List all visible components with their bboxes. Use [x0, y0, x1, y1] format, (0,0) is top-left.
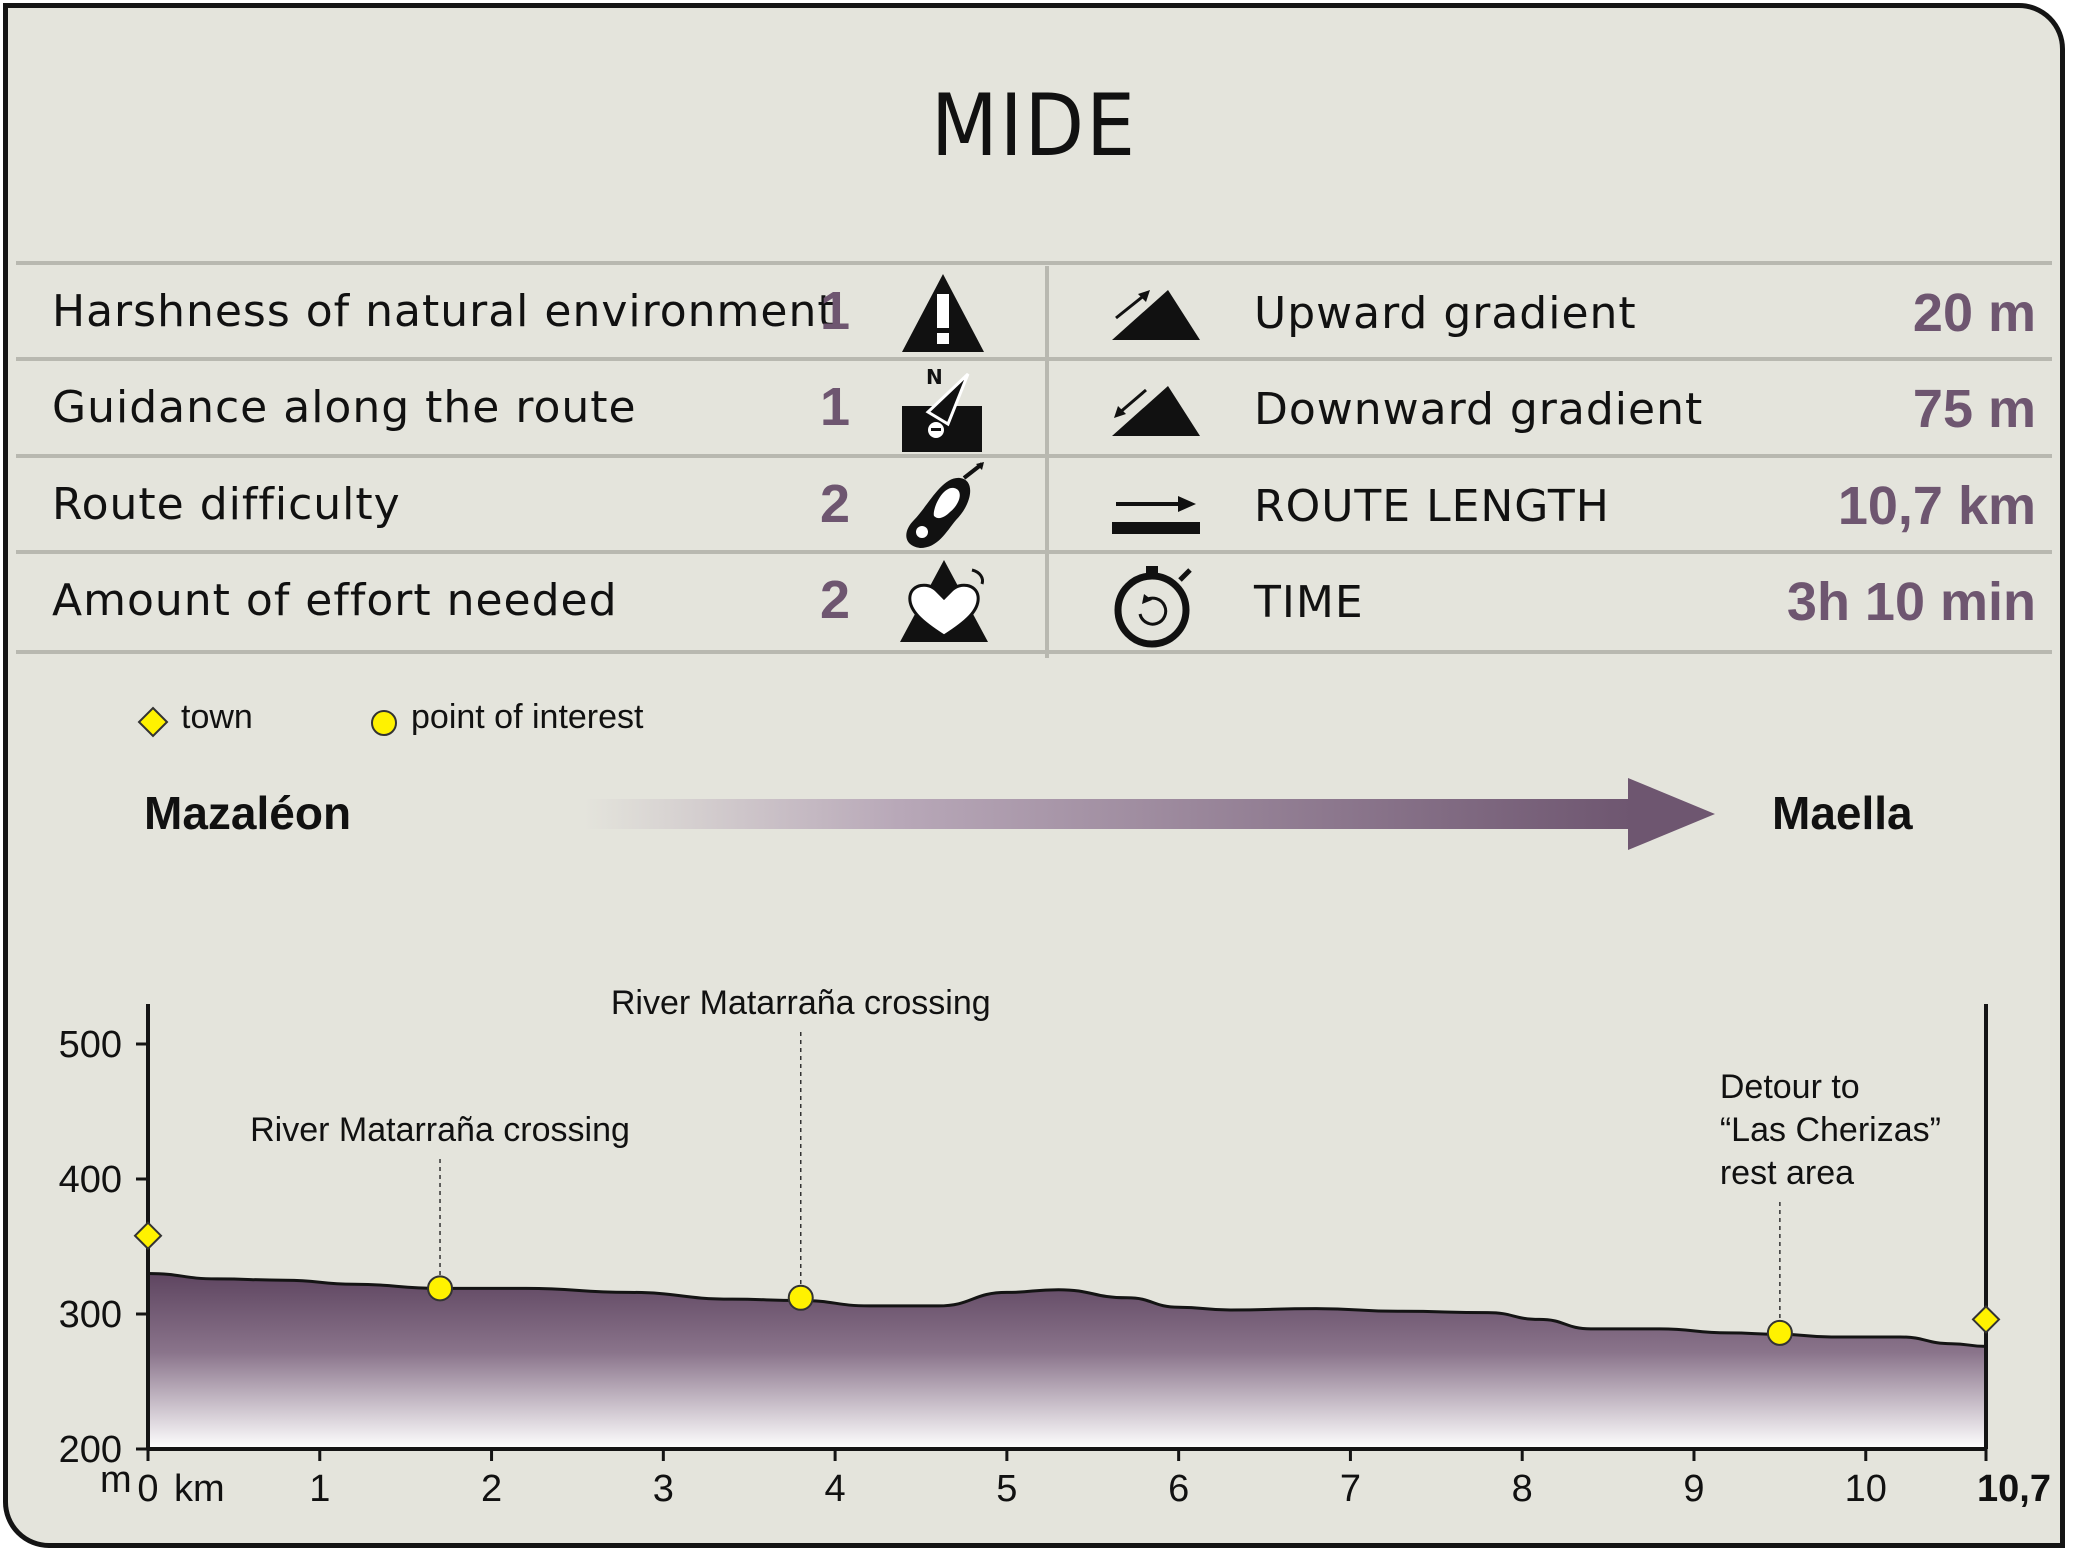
mide-value-harshness: 1 [820, 281, 851, 341]
y-tick-label: 300 [59, 1294, 122, 1336]
x-tick-label: 10 [1845, 1468, 1887, 1510]
stopwatch-icon [1114, 566, 1192, 648]
y-tick-label: 500 [59, 1024, 122, 1066]
mide-label-guidance: Guidance along the route [52, 382, 637, 433]
stat-label-length: ROUTE LENGTH [1254, 481, 1610, 532]
stat-value-upward: 20 m [1912, 283, 2036, 343]
x-tick-label: 5 [996, 1468, 1017, 1510]
elevation-area [148, 1273, 1986, 1449]
mide-value-guidance: 1 [820, 377, 851, 437]
stat-label-time: TIME [1254, 577, 1364, 628]
footprint-icon [906, 462, 984, 548]
upward-gradient-icon [1112, 290, 1200, 340]
stat-value-length: 10,7 km [1837, 476, 2036, 536]
divider [1045, 266, 1049, 658]
x-tick-label: 8 [1512, 1468, 1533, 1510]
stat-value-downward: 75 m [1912, 379, 2036, 439]
downward-gradient-icon [1112, 386, 1200, 436]
route-length-icon [1112, 496, 1200, 534]
y-tick-label: 200 [59, 1429, 122, 1471]
poi-marker [1766, 1319, 1793, 1346]
stat-label-upward: Upward gradient [1254, 288, 1637, 339]
x-tick-label: 9 [1683, 1468, 1704, 1510]
x-tick-label: 2 [481, 1468, 502, 1510]
poi-marker [787, 1284, 814, 1311]
divider [16, 357, 2052, 361]
page-title: MIDE [930, 76, 1138, 176]
poi-legend-icon [371, 710, 397, 736]
stat-label-downward: Downward gradient [1254, 384, 1704, 435]
mide-value-effort: 2 [820, 570, 851, 630]
mide-value-difficulty: 2 [820, 474, 851, 534]
mide-label-harshness: Harshness of natural environment [52, 286, 836, 337]
x-tick-label: 7 [1340, 1468, 1361, 1510]
elevation-profile-chart: 200 300 400 500 m 0 1 2 3 4 5 6 7 8 9 10 10,7 km River Mat… [59, 984, 2051, 1510]
y-axis-unit: m [100, 1459, 132, 1501]
x-tick-label: 10,7 [1977, 1468, 2051, 1510]
town-marker [133, 1221, 163, 1251]
mide-label-effort: Amount of effort needed [52, 575, 618, 626]
legend-poi-label: point of interest [411, 698, 644, 736]
stat-value-time: 3h 10 min [1786, 572, 2036, 632]
x-tick-label: 0 [137, 1468, 158, 1510]
poi-label: River Matarraña crossing [250, 1111, 630, 1149]
x-tick-label: 4 [825, 1468, 846, 1510]
heart-effort-icon [900, 560, 988, 642]
divider [16, 454, 2052, 458]
town-marker [1971, 1304, 2001, 1334]
divider [16, 550, 2052, 554]
elevation-line [147, 1272, 1987, 1348]
svg-text:N: N [926, 365, 943, 389]
route-end: Maella [1772, 787, 1913, 839]
x-tick-label: 3 [653, 1468, 674, 1510]
poi-label: Detour to [1720, 1068, 1860, 1106]
legend-town-label: town [181, 698, 253, 736]
poi-label: rest area [1720, 1154, 1854, 1192]
warning-icon [902, 274, 984, 352]
town-legend-icon [137, 706, 169, 738]
mide-label-difficulty: Route difficulty [52, 479, 401, 530]
compass-guide-icon: N [902, 365, 982, 452]
poi-label: “Las Cherizas” [1720, 1111, 1941, 1149]
route-direction-arrow [583, 778, 1715, 850]
x-tick-label: 1 [309, 1468, 330, 1510]
route-start: Mazaléon [144, 787, 352, 839]
x-tick-label: 6 [1168, 1468, 1189, 1510]
divider [16, 261, 2052, 265]
poi-marker [427, 1275, 454, 1302]
mide-card: MIDE Harshness of natural environment Gu… [3, 3, 2065, 1548]
y-tick-label: 400 [59, 1159, 122, 1201]
x-axis-unit: km [174, 1468, 225, 1510]
divider [16, 650, 2052, 654]
poi-label: River Matarraña crossing [611, 984, 991, 1022]
